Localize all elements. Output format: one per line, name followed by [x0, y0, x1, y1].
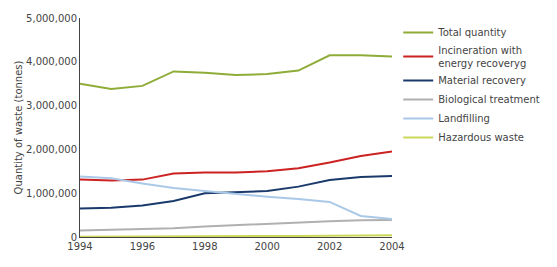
svg-text:0: 0 — [71, 232, 77, 243]
svg-text:Hazardous waste: Hazardous waste — [438, 132, 524, 143]
svg-text:Landfilling: Landfilling — [438, 113, 490, 124]
svg-text:5,000,000: 5,000,000 — [26, 13, 77, 24]
svg-text:Quantity of waste (tonnes): Quantity of waste (tonnes) — [13, 60, 24, 194]
svg-text:Incineration withenergy recove: Incineration withenergy recoveryg — [438, 45, 526, 69]
svg-text:3,000,000: 3,000,000 — [26, 100, 77, 111]
svg-text:2002: 2002 — [317, 241, 342, 252]
svg-text:Material recovery: Material recovery — [438, 75, 526, 86]
svg-text:Biological treatment: Biological treatment — [438, 94, 540, 105]
svg-text:4,000,000: 4,000,000 — [26, 56, 77, 67]
svg-text:1,000,000: 1,000,000 — [26, 188, 77, 199]
svg-text:Total quantity: Total quantity — [437, 27, 506, 38]
svg-text:1994: 1994 — [67, 241, 92, 252]
svg-text:2004: 2004 — [379, 241, 404, 252]
svg-text:1998: 1998 — [192, 241, 217, 252]
svg-text:1996: 1996 — [130, 241, 155, 252]
svg-text:2000: 2000 — [254, 241, 279, 252]
svg-text:2,000,000: 2,000,000 — [26, 144, 77, 155]
